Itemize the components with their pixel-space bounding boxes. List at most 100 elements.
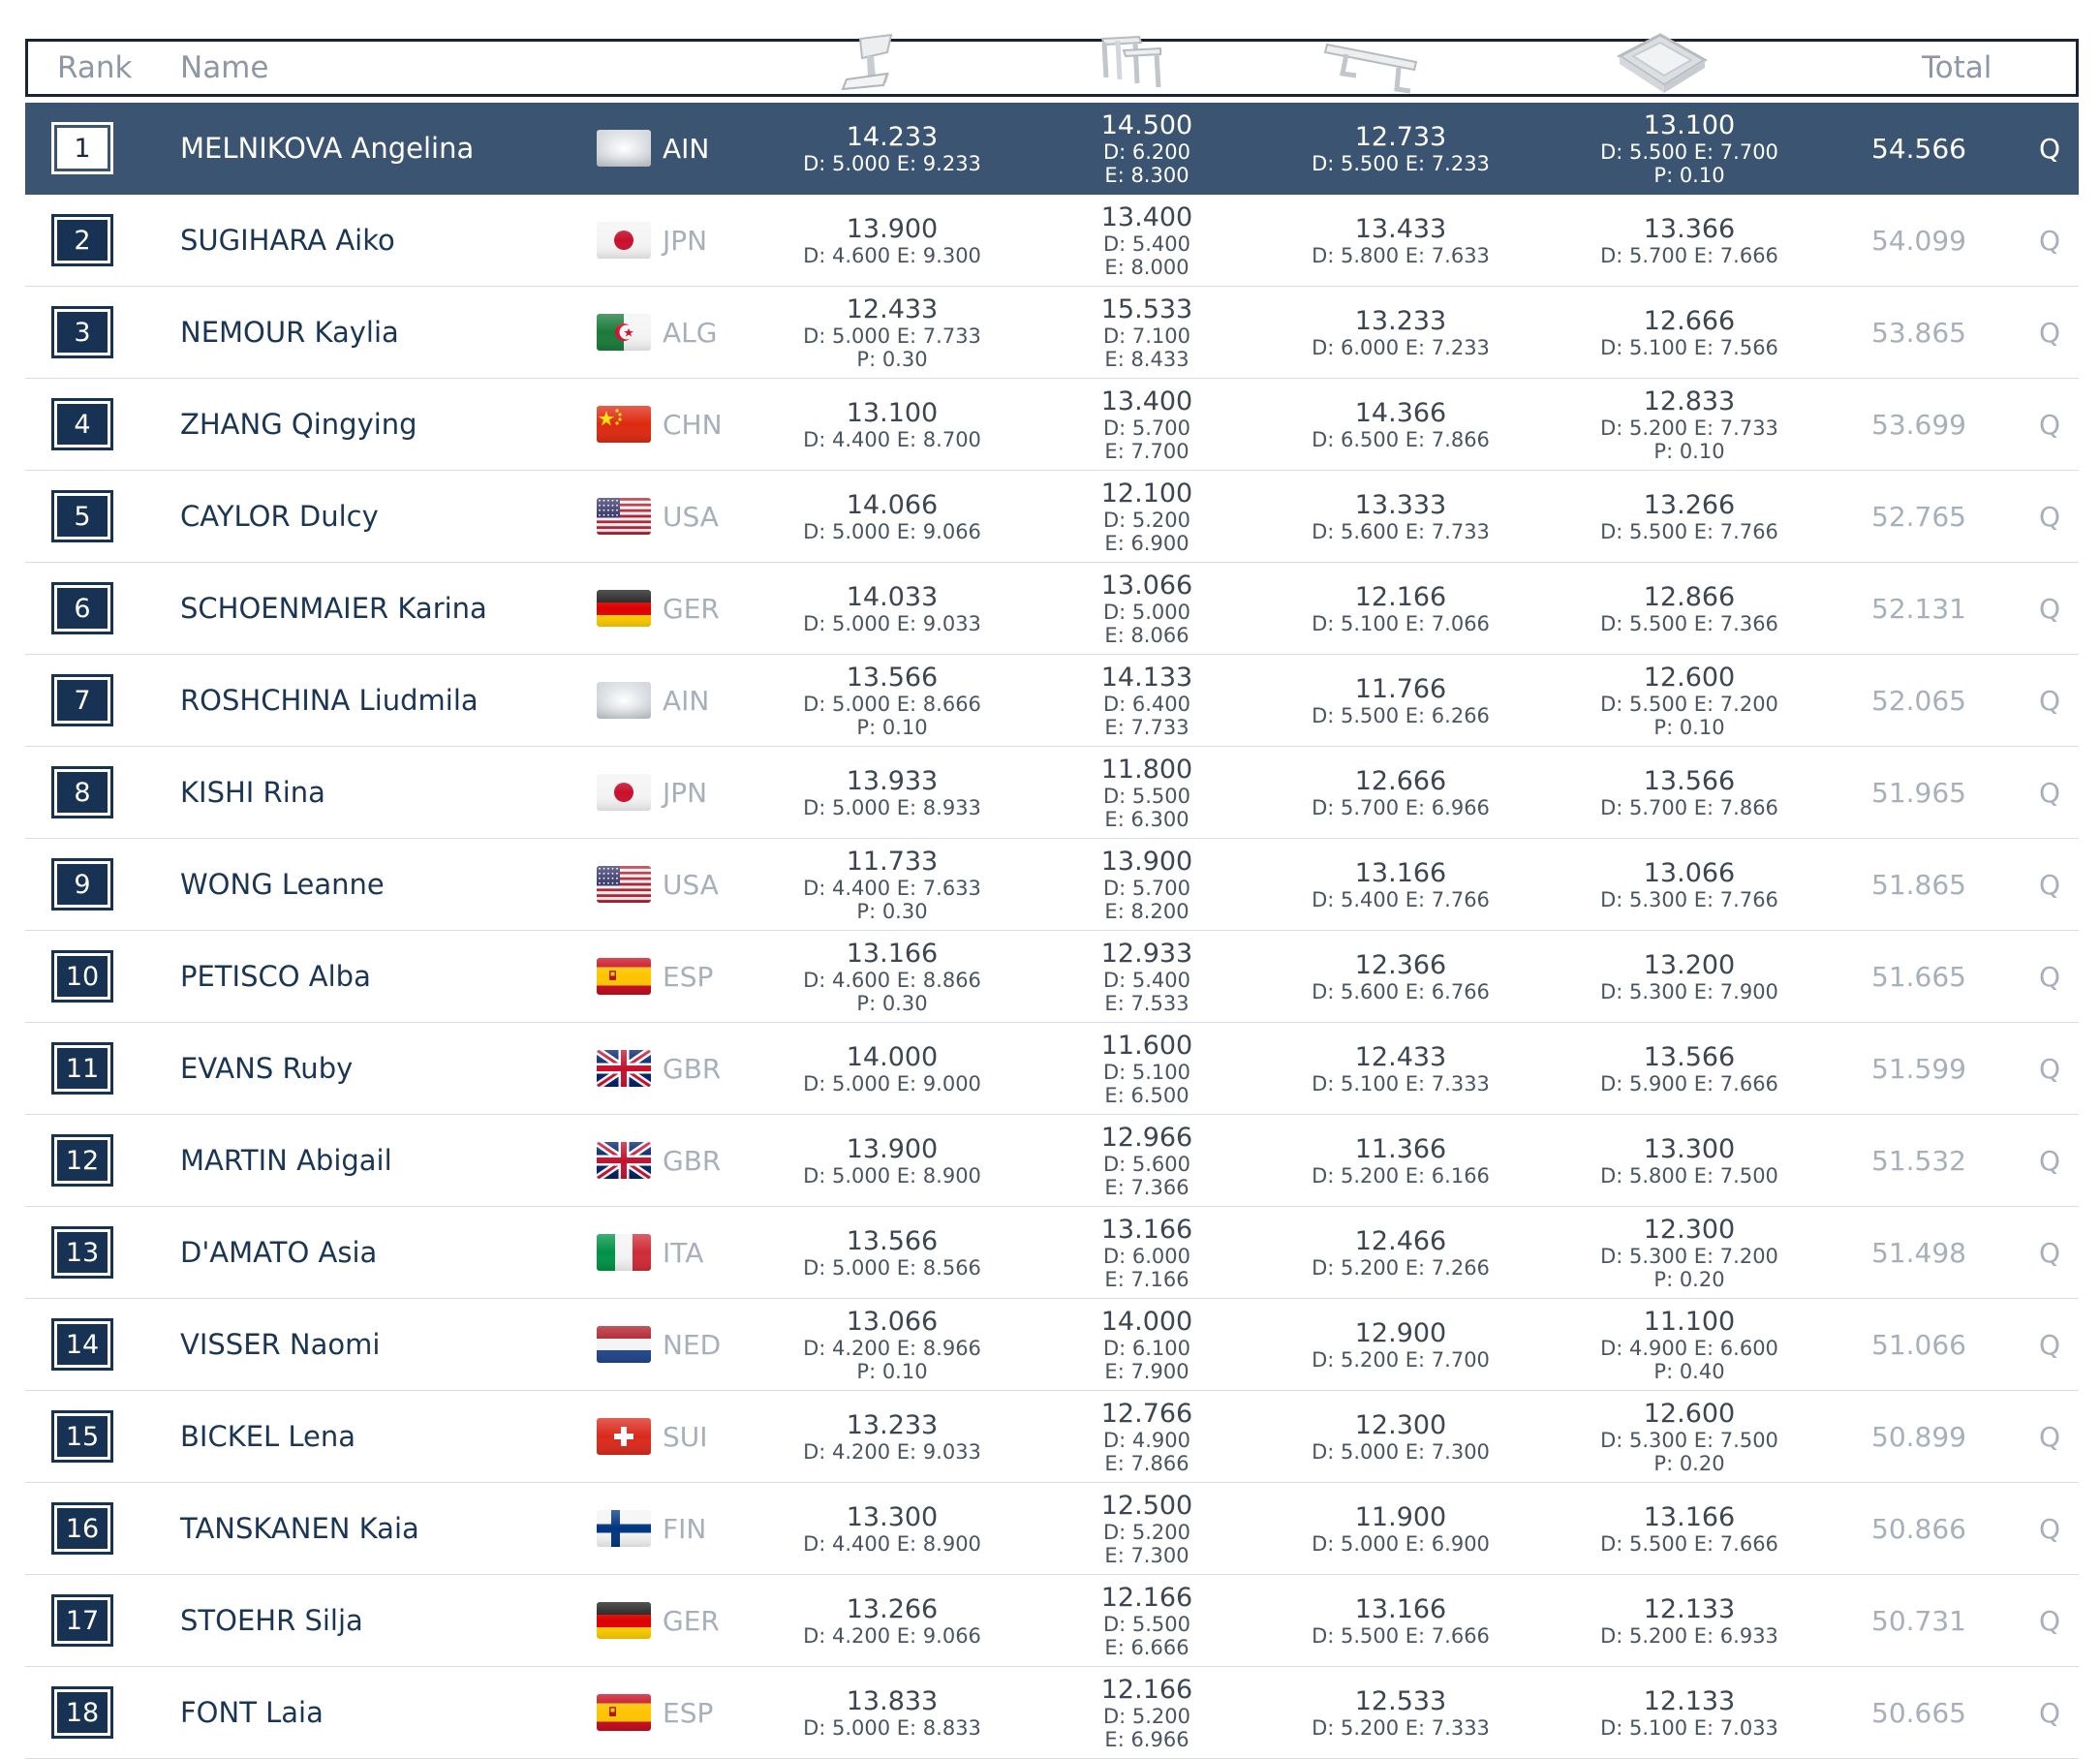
floor-score-cell[interactable]: 13.300 D: 5.800 E: 7.500	[1544, 1115, 1835, 1207]
table-row[interactable]: 16 TANSKANEN Kaia FIN 13.300 D: 4.400 E: 8.…	[25, 1483, 2079, 1575]
floor-score-cell[interactable]: 12.600 D: 5.300 E: 7.500 P: 0.20	[1544, 1391, 1835, 1483]
table-row[interactable]: 10 PETISCO Alba ESP 13.166 D: 4.600 E: 8.8…	[25, 931, 2079, 1023]
vault-score-cell[interactable]: 13.266 D: 4.200 E: 9.066	[747, 1575, 1037, 1667]
athlete-name[interactable]: EVANS Ruby	[180, 1052, 354, 1085]
bars-score-cell[interactable]: 13.066 D: 5.000 E: 8.066	[1002, 563, 1292, 655]
bars-score-cell[interactable]: 15.533 D: 7.100 E: 8.433	[1002, 287, 1292, 379]
vault-score-cell[interactable]: 13.100 D: 4.400 E: 8.700	[747, 379, 1037, 471]
bars-score-cell[interactable]: 12.966 D: 5.600 E: 7.366	[1002, 1115, 1292, 1207]
floor-score-cell[interactable]: 13.566 D: 5.900 E: 7.666	[1544, 1023, 1835, 1115]
beam-score-cell[interactable]: 12.466 D: 5.200 E: 7.266	[1255, 1207, 1546, 1299]
beam-score-cell[interactable]: 11.766 D: 5.500 E: 6.266	[1255, 655, 1546, 747]
athlete-name[interactable]: SCHOENMAIER Karina	[180, 592, 487, 625]
bars-score-cell[interactable]: 13.400 D: 5.700 E: 7.700	[1002, 379, 1292, 471]
table-row[interactable]: 1 MELNIKOVA Angelina AIN 14.233 D: 5.000 E:…	[25, 103, 2079, 195]
table-row[interactable]: 8 KISHI Rina JPN 13.933 D: 5.000 E: 8.933 1…	[25, 747, 2079, 839]
name-header[interactable]: Name	[180, 50, 269, 85]
beam-score-cell[interactable]: 13.233 D: 6.000 E: 7.233	[1255, 287, 1546, 379]
table-row[interactable]: 3 NEMOUR Kaylia ALG 12.433 D: 5.000 E: 7.7…	[25, 287, 2079, 379]
athlete-name[interactable]: ROSHCHINA Liudmila	[180, 684, 479, 717]
table-row[interactable]: 6 SCHOENMAIER Karina GER 14.033 D: 5.000 E:…	[25, 563, 2079, 655]
vault-score-cell[interactable]: 14.066 D: 5.000 E: 9.066	[747, 471, 1037, 563]
athlete-name[interactable]: D'AMATO Asia	[180, 1236, 378, 1269]
athlete-name[interactable]: KISHI Rina	[180, 776, 325, 809]
floor-score-cell[interactable]: 12.866 D: 5.500 E: 7.366	[1544, 563, 1835, 655]
beam-score-cell[interactable]: 12.300 D: 5.000 E: 7.300	[1255, 1391, 1546, 1483]
balance-beam-icon[interactable]	[1317, 19, 1434, 107]
table-row[interactable]: 11 EVANS Ruby GBR 14.000 D: 5.000 E: 9.000…	[25, 1023, 2079, 1115]
table-row[interactable]: 15 BICKEL Lena SUI 13.233 D: 4.200 E: 9.033…	[25, 1391, 2079, 1483]
floor-score-cell[interactable]: 13.100 D: 5.500 E: 7.700 P: 0.10	[1544, 103, 1835, 195]
vault-score-cell[interactable]: 12.433 D: 5.000 E: 7.733 P: 0.30	[747, 287, 1037, 379]
beam-score-cell[interactable]: 12.533 D: 5.200 E: 7.333	[1255, 1667, 1546, 1759]
floor-score-cell[interactable]: 12.600 D: 5.500 E: 7.200 P: 0.10	[1544, 655, 1835, 747]
vault-score-cell[interactable]: 13.933 D: 5.000 E: 8.933	[747, 747, 1037, 839]
athlete-name[interactable]: BICKEL Lena	[180, 1420, 356, 1453]
bars-score-cell[interactable]: 11.600 D: 5.100 E: 6.500	[1002, 1023, 1292, 1115]
vault-score-cell[interactable]: 13.566 D: 5.000 E: 8.666 P: 0.10	[747, 655, 1037, 747]
beam-score-cell[interactable]: 12.366 D: 5.600 E: 6.766	[1255, 931, 1546, 1023]
uneven-bars-icon[interactable]	[1085, 19, 1182, 107]
bars-score-cell[interactable]: 14.133 D: 6.400 E: 7.733	[1002, 655, 1292, 747]
floor-score-cell[interactable]: 13.166 D: 5.500 E: 7.666	[1544, 1483, 1835, 1575]
floor-score-cell[interactable]: 13.366 D: 5.700 E: 7.666	[1544, 195, 1835, 287]
beam-score-cell[interactable]: 12.433 D: 5.100 E: 7.333	[1255, 1023, 1546, 1115]
vault-score-cell[interactable]: 13.900 D: 4.600 E: 9.300	[747, 195, 1037, 287]
table-row[interactable]: 9 WONG Leanne USA 11.733 D: 4.400 E: 7.633 P…	[25, 839, 2079, 931]
table-row[interactable]: 7 ROSHCHINA Liudmila AIN 13.566 D: 5.000 E:…	[25, 655, 2079, 747]
total-header[interactable]: Total	[1922, 50, 1992, 85]
athlete-name[interactable]: MELNIKOVA Angelina	[180, 132, 475, 165]
floor-icon[interactable]	[1608, 17, 1714, 105]
bars-score-cell[interactable]: 12.766 D: 4.900 E: 7.866	[1002, 1391, 1292, 1483]
athlete-name[interactable]: MARTIN Abigail	[180, 1144, 392, 1177]
vault-score-cell[interactable]: 13.233 D: 4.200 E: 9.033	[747, 1391, 1037, 1483]
bars-score-cell[interactable]: 14.000 D: 6.100 E: 7.900	[1002, 1299, 1292, 1391]
beam-score-cell[interactable]: 13.333 D: 5.600 E: 7.733	[1255, 471, 1546, 563]
vault-score-cell[interactable]: 13.833 D: 5.000 E: 8.833	[747, 1667, 1037, 1759]
athlete-name[interactable]: FONT Laia	[180, 1696, 324, 1729]
floor-score-cell[interactable]: 12.300 D: 5.300 E: 7.200 P: 0.20	[1544, 1207, 1835, 1299]
vault-score-cell[interactable]: 11.733 D: 4.400 E: 7.633 P: 0.30	[747, 839, 1037, 931]
beam-score-cell[interactable]: 12.900 D: 5.200 E: 7.700	[1255, 1299, 1546, 1391]
beam-score-cell[interactable]: 13.166 D: 5.400 E: 7.766	[1255, 839, 1546, 931]
athlete-name[interactable]: CAYLOR Dulcy	[180, 500, 379, 533]
bars-score-cell[interactable]: 14.500 D: 6.200 E: 8.300	[1002, 103, 1292, 195]
vault-score-cell[interactable]: 14.033 D: 5.000 E: 9.033	[747, 563, 1037, 655]
table-row[interactable]: 17 STOEHR Silja GER 13.266 D: 4.200 E: 9.06…	[25, 1575, 2079, 1667]
beam-score-cell[interactable]: 14.366 D: 6.500 E: 7.866	[1255, 379, 1546, 471]
vault-score-cell[interactable]: 14.233 D: 5.000 E: 9.233	[747, 103, 1037, 195]
athlete-name[interactable]: NEMOUR Kaylia	[180, 316, 399, 349]
beam-score-cell[interactable]: 13.433 D: 5.800 E: 7.633	[1255, 195, 1546, 287]
athlete-name[interactable]: SUGIHARA Aiko	[180, 224, 395, 257]
athlete-name[interactable]: STOEHR Silja	[180, 1604, 363, 1637]
beam-score-cell[interactable]: 13.166 D: 5.500 E: 7.666	[1255, 1575, 1546, 1667]
floor-score-cell[interactable]: 12.666 D: 5.100 E: 7.566	[1544, 287, 1835, 379]
vault-score-cell[interactable]: 13.900 D: 5.000 E: 8.900	[747, 1115, 1037, 1207]
athlete-name[interactable]: ZHANG Qingying	[180, 408, 417, 441]
vault-score-cell[interactable]: 13.300 D: 4.400 E: 8.900	[747, 1483, 1037, 1575]
floor-score-cell[interactable]: 12.133 D: 5.200 E: 6.933	[1544, 1575, 1835, 1667]
bars-score-cell[interactable]: 12.933 D: 5.400 E: 7.533	[1002, 931, 1292, 1023]
floor-score-cell[interactable]: 12.833 D: 5.200 E: 7.733 P: 0.10	[1544, 379, 1835, 471]
bars-score-cell[interactable]: 12.100 D: 5.200 E: 6.900	[1002, 471, 1292, 563]
bars-score-cell[interactable]: 11.800 D: 5.500 E: 6.300	[1002, 747, 1292, 839]
floor-score-cell[interactable]: 13.266 D: 5.500 E: 7.766	[1544, 471, 1835, 563]
bars-score-cell[interactable]: 13.400 D: 5.400 E: 8.000	[1002, 195, 1292, 287]
bars-score-cell[interactable]: 12.166 D: 5.200 E: 6.966	[1002, 1667, 1292, 1759]
table-row[interactable]: 4 ZHANG Qingying CHN 13.100 D: 4.400 E: 8.…	[25, 379, 2079, 471]
vault-icon[interactable]	[814, 19, 920, 107]
bars-score-cell[interactable]: 12.500 D: 5.200 E: 7.300	[1002, 1483, 1292, 1575]
floor-score-cell[interactable]: 11.100 D: 4.900 E: 6.600 P: 0.40	[1544, 1299, 1835, 1391]
beam-score-cell[interactable]: 12.166 D: 5.100 E: 7.066	[1255, 563, 1546, 655]
table-row[interactable]: 2 SUGIHARA Aiko JPN 13.900 D: 4.600 E: 9.30…	[25, 195, 2079, 287]
table-row[interactable]: 13 D'AMATO Asia ITA 13.566 D: 5.000 E: 8.56…	[25, 1207, 2079, 1299]
vault-score-cell[interactable]: 14.000 D: 5.000 E: 9.000	[747, 1023, 1037, 1115]
table-row[interactable]: 14 VISSER Naomi NED 13.066 D: 4.200 E: 8.96…	[25, 1299, 2079, 1391]
beam-score-cell[interactable]: 12.733 D: 5.500 E: 7.233	[1255, 103, 1546, 195]
vault-score-cell[interactable]: 13.066 D: 4.200 E: 8.966 P: 0.10	[747, 1299, 1037, 1391]
bars-score-cell[interactable]: 13.166 D: 6.000 E: 7.166	[1002, 1207, 1292, 1299]
vault-score-cell[interactable]: 13.566 D: 5.000 E: 8.566	[747, 1207, 1037, 1299]
floor-score-cell[interactable]: 13.200 D: 5.300 E: 7.900	[1544, 931, 1835, 1023]
beam-score-cell[interactable]: 12.666 D: 5.700 E: 6.966	[1255, 747, 1546, 839]
athlete-name[interactable]: TANSKANEN Kaia	[180, 1512, 419, 1545]
